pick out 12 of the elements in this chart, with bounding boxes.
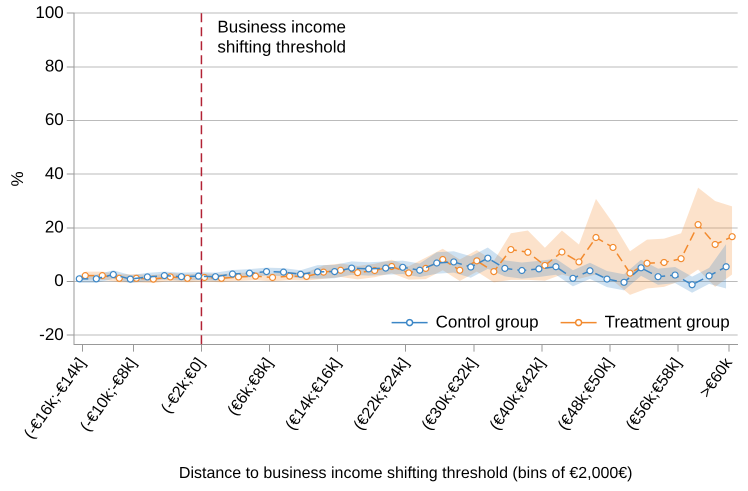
y-axis-title: % xyxy=(8,171,27,186)
y-tick-label: 0 xyxy=(54,271,64,290)
y-tick-label: 40 xyxy=(44,164,64,183)
y-tick-label: 80 xyxy=(44,56,64,76)
legend-label: Treatment group xyxy=(604,312,730,332)
legend-label: Control group xyxy=(436,312,539,332)
ref-line-label: Business income shifting threshold xyxy=(217,17,346,56)
y-tick-label: 60 xyxy=(44,110,64,130)
y-tick-label: -20 xyxy=(39,324,64,344)
x-axis-title: Distance to business income shifting threshold (bins of €2,000€) xyxy=(178,464,633,482)
y-tick-label: 100 xyxy=(35,2,64,22)
y-tick-label: 20 xyxy=(44,218,64,237)
